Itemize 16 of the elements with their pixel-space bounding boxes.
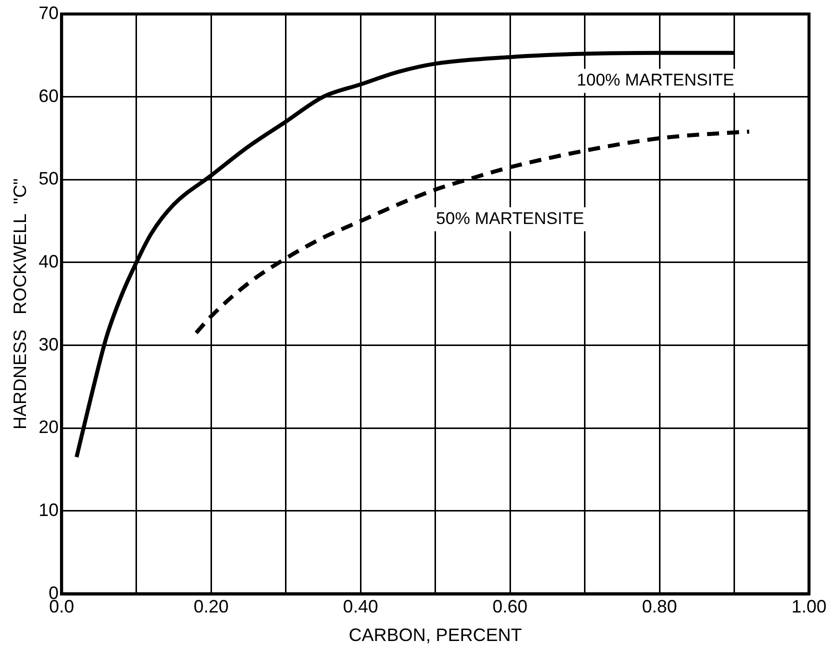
y-tick-label: 60 <box>38 86 59 106</box>
y-tick-label: 10 <box>38 500 59 520</box>
x-tick-label: 0.80 <box>642 596 678 617</box>
y-tick-label: 50 <box>38 168 59 189</box>
y-tick-label: 20 <box>38 417 59 438</box>
y-tick-label: 30 <box>38 334 59 354</box>
x-tick-label: 0.60 <box>492 596 528 617</box>
series-label: 100% MARTENSITE <box>576 70 734 90</box>
y-axis-title: HARDNESS ROCKWELL "C" <box>10 178 30 430</box>
y-tick-label: 40 <box>38 251 59 272</box>
x-tick-label: 0.40 <box>343 596 378 617</box>
x-tick-label: 0.20 <box>194 596 229 617</box>
x-axis-title: CARBON, PERCENT <box>348 625 522 646</box>
series-label: 50% MARTENSITE <box>436 208 584 228</box>
y-tick-label: 70 <box>38 2 59 23</box>
x-tick-label: 1.00 <box>791 596 827 617</box>
